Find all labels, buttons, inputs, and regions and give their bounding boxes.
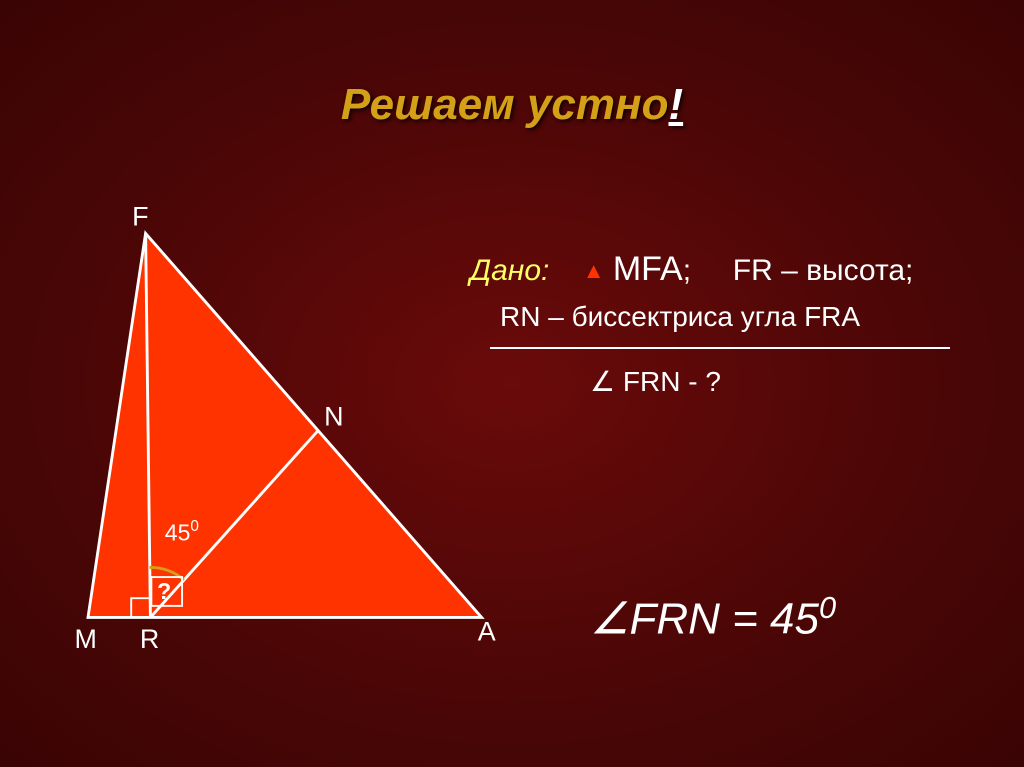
label-a: A bbox=[478, 616, 496, 646]
given-line-2: RN – биссектриса угла FRA bbox=[470, 301, 990, 333]
angle-symbol: ∠ bbox=[590, 366, 615, 397]
triangle-icon: ▲ bbox=[583, 258, 605, 284]
label-f: F bbox=[132, 202, 148, 232]
triangle-name: MFA bbox=[613, 250, 683, 288]
find-line: ∠ FRN - ? bbox=[470, 365, 990, 398]
question-mark: ? bbox=[157, 578, 171, 604]
horizontal-rule bbox=[490, 347, 950, 349]
slide-title: Решаем устно! bbox=[0, 80, 1024, 130]
label-n: N bbox=[324, 401, 343, 431]
label-m: M bbox=[75, 624, 97, 654]
answer: ∠FRN = 450 bbox=[590, 590, 836, 645]
given-block: Дано: ▲ MFA; FR – высота; RN – биссектри… bbox=[470, 250, 990, 398]
diagram-svg: 450 ? F M A R N bbox=[40, 200, 520, 670]
answer-text: FRN = 45 bbox=[629, 595, 819, 644]
semicolon: ; bbox=[683, 254, 691, 287]
angle-45-sup: 0 bbox=[190, 518, 199, 535]
angle-45-value: 45 bbox=[165, 520, 191, 546]
title-text: Решаем устно bbox=[341, 80, 669, 129]
answer-sup: 0 bbox=[819, 590, 836, 625]
slide: Решаем устно! 450 ? F M A R N bbox=[0, 0, 1024, 767]
triangle-diagram: 450 ? F M A R N bbox=[40, 200, 520, 670]
title-exclamation: ! bbox=[668, 80, 683, 129]
label-r: R bbox=[140, 624, 159, 654]
answer-angle-symbol: ∠ bbox=[590, 595, 629, 644]
fr-text: FR – высота; bbox=[733, 254, 914, 287]
dano-label: Дано: bbox=[470, 254, 549, 287]
find-text: FRN - ? bbox=[623, 366, 721, 397]
rn-text: RN – биссектриса угла FRA bbox=[500, 301, 860, 332]
given-line-1: Дано: ▲ MFA; FR – высота; bbox=[470, 250, 990, 289]
